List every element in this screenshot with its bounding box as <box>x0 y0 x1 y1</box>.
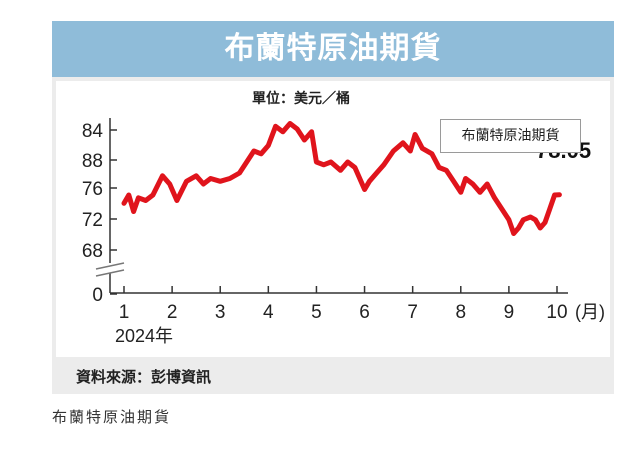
axis-break-gap <box>95 263 127 273</box>
x-tick-label: 9 <box>504 302 515 323</box>
y-tick-label: 0 <box>92 285 103 306</box>
axis-break-mark <box>95 262 125 270</box>
x-tick-label: 10 <box>546 302 567 323</box>
x-unit-label: (月) <box>575 302 605 322</box>
caption: 布蘭特原油期貨 <box>52 408 172 426</box>
x-tick-label: 2 <box>167 302 178 323</box>
x-tick-label: 4 <box>263 302 274 323</box>
year-label: 2024年 <box>115 326 173 346</box>
y-tick-label: 88 <box>82 151 103 172</box>
title-bar: 布蘭特原油期貨 <box>52 21 614 77</box>
x-tick-label: 1 <box>119 302 130 323</box>
source-note: 資料來源：彭博資訊 <box>76 368 212 386</box>
x-tick-label: 5 <box>311 302 322 323</box>
y-tick-label: 68 <box>82 241 103 262</box>
x-tick-label: 3 <box>215 302 226 323</box>
x-tick-label: 8 <box>455 302 466 323</box>
chart-title: 布蘭特原油期貨 <box>224 31 442 66</box>
axes: 84 88 76 72 68 01 2 3 4 5 6 7 8 9 10 (月) <box>82 118 605 323</box>
tooltip: 布蘭特原油期貨 <box>440 119 581 153</box>
series-line <box>121 121 562 236</box>
x-tick-label: 7 <box>407 302 418 323</box>
unit-label: 單位：美元／桶 <box>252 90 350 106</box>
y-tick-label: 84 <box>82 121 104 142</box>
y-tick-label: 72 <box>82 210 103 231</box>
y-tick-label: 76 <box>82 179 103 200</box>
axis-break-mark <box>95 269 125 277</box>
x-tick-label: 6 <box>359 302 370 323</box>
